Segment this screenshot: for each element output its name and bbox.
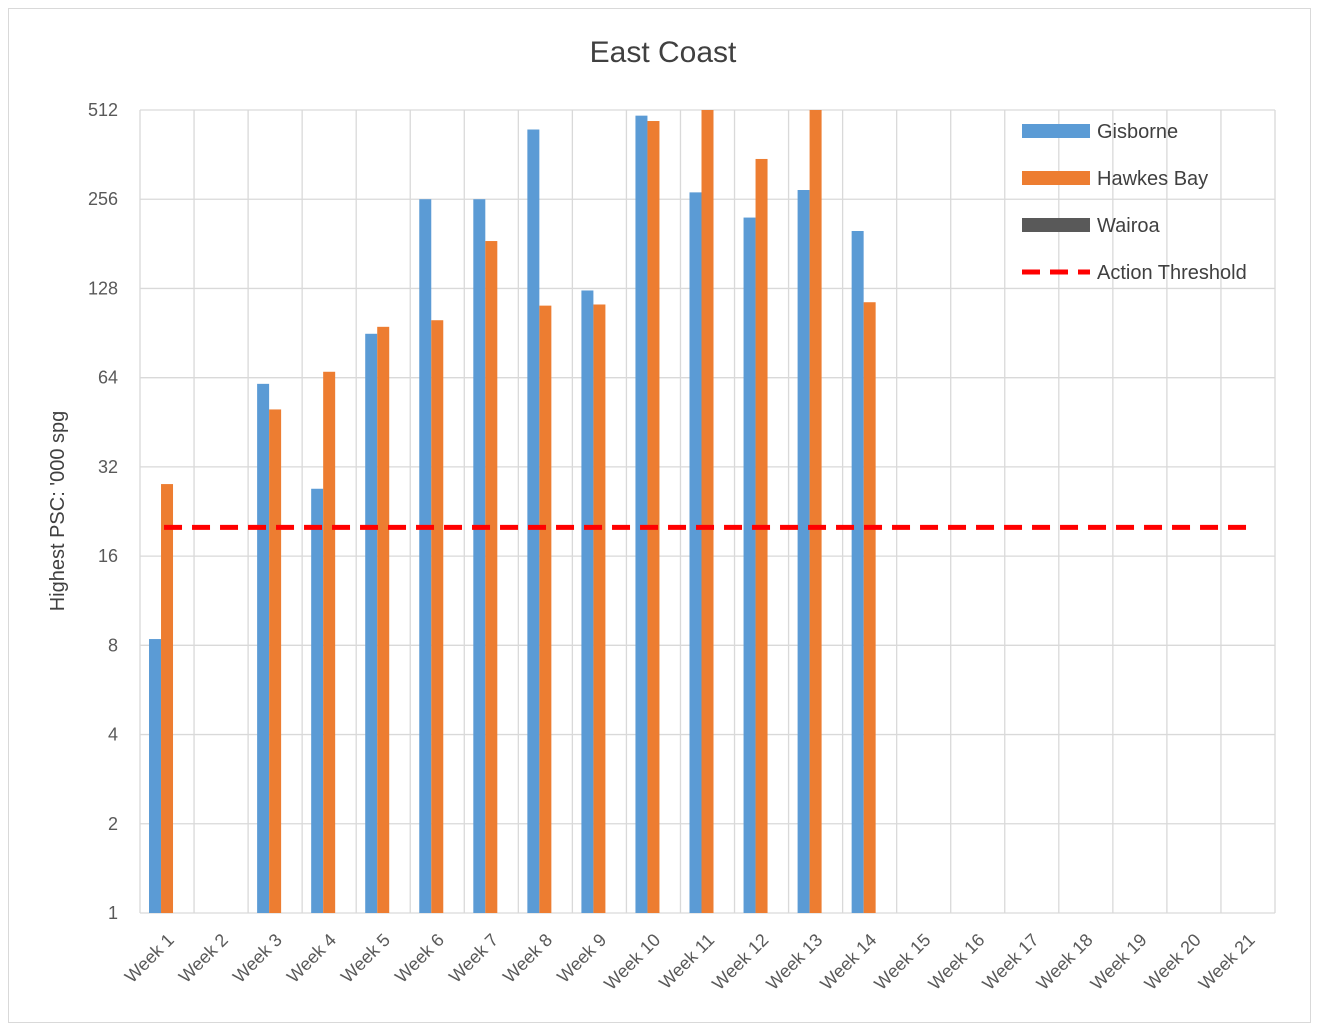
y-tick-label: 2	[108, 814, 118, 834]
x-tick-label: Week 7	[445, 930, 502, 987]
bar-gisborne	[743, 217, 756, 914]
legend: Gisborne Hawkes Bay Wairoa Action Threshold	[1022, 121, 1247, 284]
y-tick-label: 512	[88, 100, 118, 120]
x-tick-label: Week 10	[600, 930, 664, 994]
bar-gisborne	[635, 115, 648, 913]
x-tick-label: Week 2	[175, 930, 232, 987]
bar-hawkes-bay	[431, 320, 444, 913]
bar-gisborne	[419, 199, 432, 913]
bar-hawkes-bay	[863, 302, 876, 913]
bar-hawkes-bay	[485, 241, 498, 913]
x-tick-label: Week 11	[655, 930, 718, 993]
bar-gisborne	[149, 639, 162, 913]
bar-hawkes-bay	[161, 484, 174, 913]
x-tick-label: Week 21	[1195, 930, 1259, 994]
y-axis-label: Highest PSC: '000 spg	[47, 411, 69, 612]
bar-gisborne	[851, 230, 864, 913]
x-tick-label: Week 17	[978, 930, 1042, 994]
bar-hawkes-bay	[539, 305, 552, 913]
legend-label-gisborne: Gisborne	[1097, 121, 1178, 143]
x-tick-label: Week 16	[924, 930, 988, 994]
y-tick-label: 8	[108, 635, 118, 655]
x-tick-label: Week 18	[1033, 930, 1097, 994]
bar-hawkes-bay	[593, 304, 606, 913]
bar-hawkes-bay	[809, 110, 822, 913]
bar-hawkes-bay	[269, 409, 282, 913]
chart-frame	[8, 8, 1311, 1023]
bar-gisborne	[473, 199, 486, 913]
y-tick-label: 128	[88, 278, 118, 298]
x-tick-label: Week 3	[229, 930, 286, 987]
bar-gisborne	[365, 333, 378, 913]
x-tick-label: Week 20	[1141, 930, 1205, 994]
bar-gisborne	[689, 192, 702, 914]
bar-hawkes-bay	[701, 110, 714, 913]
legend-swatch-wairoa	[1022, 218, 1090, 232]
x-tick-label: Week 19	[1087, 930, 1151, 994]
bar-gisborne	[257, 383, 270, 913]
legend-label-wairoa: Wairoa	[1097, 215, 1160, 237]
bar-hawkes-bay	[323, 371, 336, 914]
chart-title: East Coast	[590, 36, 737, 69]
x-tick-label: Week 15	[870, 930, 934, 994]
x-tick-label: Week 4	[283, 930, 340, 987]
x-tick-label: Week 8	[499, 930, 556, 987]
x-tick-label: Week 6	[391, 930, 448, 987]
y-tick-label: 4	[108, 725, 118, 745]
bar-hawkes-bay	[755, 158, 768, 913]
x-tick-label: Week 12	[708, 930, 772, 994]
legend-label-action-threshold: Action Threshold	[1097, 262, 1247, 284]
bar-hawkes-bay	[377, 326, 390, 913]
legend-swatch-hawkes-bay	[1022, 171, 1090, 185]
bars-layer	[149, 110, 876, 914]
y-tick-label: 32	[98, 457, 118, 477]
y-tick-label: 1	[108, 903, 118, 923]
bar-gisborne	[581, 290, 594, 914]
y-tick-label: 64	[98, 368, 118, 388]
bar-gisborne	[797, 190, 810, 913]
bar-gisborne	[527, 129, 540, 913]
x-tick-label: Week 1	[121, 930, 178, 987]
y-tick-labels: 1 2 4 8 16 32 64 128 256 512	[88, 100, 118, 923]
bar-gisborne	[311, 488, 324, 913]
x-tick-label: Week 13	[762, 930, 826, 994]
legend-swatch-gisborne	[1022, 124, 1090, 138]
x-tick-label: Week 14	[816, 930, 880, 994]
legend-label-hawkes-bay: Hawkes Bay	[1097, 168, 1208, 190]
bar-hawkes-bay	[647, 121, 660, 913]
y-tick-label: 256	[88, 189, 118, 209]
y-tick-label: 16	[98, 546, 118, 566]
x-tick-label: Week 5	[337, 930, 394, 987]
